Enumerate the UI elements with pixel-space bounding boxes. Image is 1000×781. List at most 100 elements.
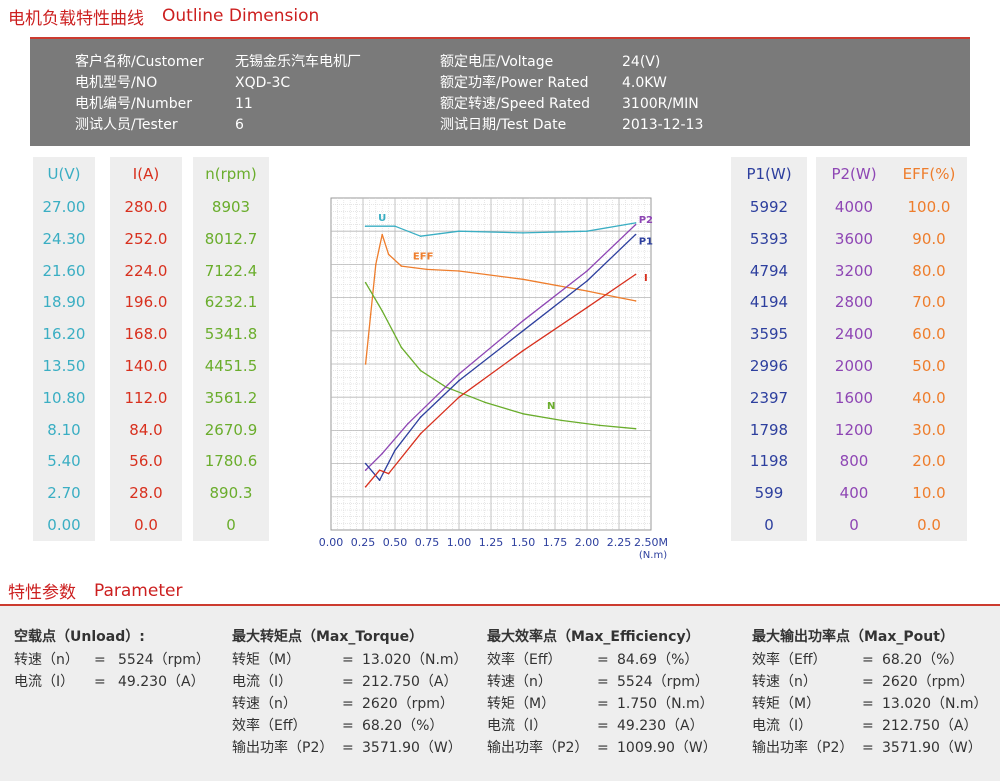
parameter-row: 转矩（M） = 13.020（N.m） — [752, 693, 997, 715]
data-point-eff — [458, 270, 460, 272]
scale-value-p1: 1798 — [749, 420, 789, 439]
data-point-p2 — [381, 452, 383, 455]
x-tick-label: 0.75 — [415, 536, 440, 549]
x-tick-label: 2.00 — [575, 536, 600, 549]
scale-value-p1: 4194 — [749, 293, 789, 312]
series-label-n: N — [547, 401, 555, 412]
scale-value-p2: 2800 — [834, 293, 874, 312]
x-tick-label: 2.50M — [634, 536, 668, 549]
parameter-key: 转矩（M） — [487, 696, 556, 712]
scale-value-eff: 80.0 — [912, 261, 946, 280]
series-line-u — [365, 222, 636, 237]
scale-value-eff: 60.0 — [912, 325, 946, 344]
parameter-value: 212.750（A） — [362, 674, 458, 690]
scale-value-p2: 800 — [839, 452, 869, 471]
parameter-row: 转速（n） = 2620（rpm） — [232, 693, 477, 715]
scale-column-n: n(rpm) 8903 8012.7 7122.4 6232.1 5341.8 4451.5… — [193, 157, 269, 541]
parameter-row: 转速（n） = 5524（rpm） — [14, 649, 259, 671]
data-point-p2 — [634, 223, 637, 226]
data-point-p1 — [419, 416, 422, 418]
data-point-p1 — [364, 462, 367, 465]
parameter-equals: = — [94, 652, 106, 668]
data-point-p2 — [407, 423, 409, 425]
parameter-panel: 空载点（Unload）: 转速（n） = 5524（rpm） 电流（I） = 49.230（… — [0, 606, 1000, 781]
scale-column-p2: P2(W) 4000 3600 3200 2800 2400 2000 1600 1200 800… — [816, 157, 892, 541]
parameter-key: 转速（n） — [487, 674, 552, 690]
parameter-equals: = — [342, 652, 354, 668]
scale-header-i: I(A) — [132, 165, 160, 183]
scale-value-u: 2.70 — [47, 484, 81, 503]
scale-value-n: 5341.8 — [204, 325, 258, 344]
scale-value-u: 27.00 — [42, 198, 86, 216]
data-point-n — [419, 369, 422, 372]
parameter-value: 212.750（A） — [882, 718, 978, 734]
parameter-row: 输出功率（P2） = 3571.90（W） — [232, 737, 477, 759]
parameter-group-title: 空载点（Unload）: — [14, 629, 145, 645]
scale-column-i: I(A) 280.0 252.0 224.0 196.0 168.0 140.0 112.0 8… — [110, 157, 182, 541]
info-label: 客户名称/Customer — [75, 54, 204, 70]
data-point-u — [522, 232, 524, 234]
scale-value-u: 21.60 — [42, 261, 86, 280]
scale-value-eff: 0.0 — [917, 516, 941, 534]
data-point-u — [458, 230, 460, 232]
page-title-cn: 电机负载特性曲线 — [8, 8, 144, 29]
scale-value-u: 8.10 — [47, 420, 81, 439]
data-point-eff — [634, 300, 637, 302]
info-label: 额定电压/Voltage — [440, 54, 554, 70]
data-point-eff — [426, 268, 428, 271]
scale-value-p2: 0 — [849, 516, 859, 534]
series-label-p2: P2 — [639, 215, 653, 226]
parameter-row: 效率（Eff） = 84.69（%） — [487, 649, 732, 671]
info-value: 无锡金乐汽车电机厂 — [235, 54, 361, 70]
scale-value-n: 8903 — [211, 198, 251, 216]
data-point-u — [634, 222, 637, 224]
info-value: 11 — [235, 96, 253, 112]
data-point-p1 — [378, 479, 381, 482]
data-point-n — [483, 401, 486, 403]
motor-info-panel: 客户名称/Customer 无锡金乐汽车电机厂 电机型号/NO XQD-3C 电… — [30, 39, 970, 146]
data-point-n — [634, 427, 637, 430]
parameter-value: 49.230（A） — [118, 674, 205, 690]
series-line-n — [365, 282, 636, 430]
scale-value-n: 6232.1 — [204, 293, 258, 312]
data-point-n — [560, 419, 563, 422]
data-point-p2 — [586, 270, 588, 272]
parameter-group-title: 最大输出功率点（Max_Pout） — [752, 629, 954, 645]
parameter-key: 转矩（M） — [752, 696, 821, 712]
parameter-equals: = — [862, 674, 874, 690]
scale-value-i: 84.0 — [129, 420, 163, 439]
x-tick-label: 0.25 — [351, 536, 376, 549]
data-point-eff — [522, 278, 524, 281]
data-point-i — [387, 472, 390, 475]
parameter-equals: = — [597, 652, 609, 668]
scale-value-n: 8012.7 — [204, 229, 258, 248]
scale-value-i: 28.0 — [129, 484, 163, 503]
parameter-row: 效率（Eff） = 68.20（%） — [232, 715, 477, 737]
parameter-value: 5524（rpm） — [617, 674, 709, 690]
data-point-eff — [618, 296, 620, 299]
parameter-value: 13.020（N.m） — [362, 652, 468, 668]
scale-value-n: 1780.6 — [204, 452, 258, 471]
info-label: 电机型号/NO — [75, 75, 158, 91]
scale-value-eff: 100.0 — [907, 198, 951, 216]
data-point-u — [394, 225, 396, 227]
info-value: 3100R/MIN — [622, 96, 699, 112]
scale-value-u: 16.20 — [42, 325, 86, 344]
page-title-en: Outline Dimension — [162, 6, 320, 26]
scale-column-eff: EFF(%) 100.0 90.0 80.0 70.0 60.0 50.0 40.0 30.0 2… — [891, 157, 967, 541]
parameter-equals: = — [597, 718, 609, 734]
parameter-title-cn: 特性参数 — [8, 583, 76, 603]
parameter-equals: = — [597, 674, 609, 690]
parameter-value: 5524（rpm） — [118, 652, 210, 668]
scale-value-n: 3561.2 — [204, 388, 258, 407]
scale-value-u: 5.40 — [47, 452, 81, 471]
parameter-group-title: 最大效率点（Max_Efficiency） — [487, 629, 700, 645]
scale-header-u: U(V) — [47, 165, 81, 183]
scale-value-p1: 5393 — [749, 229, 789, 248]
scale-value-p1: 3595 — [749, 325, 789, 344]
parameter-row: 电流（I） = 49.230（A） — [14, 671, 259, 693]
parameter-key: 效率（Eff） — [487, 652, 562, 668]
info-label: 测试人员/Tester — [75, 117, 178, 133]
series-label-p1: P1 — [639, 236, 653, 247]
parameter-key: 电流（I） — [232, 674, 293, 690]
